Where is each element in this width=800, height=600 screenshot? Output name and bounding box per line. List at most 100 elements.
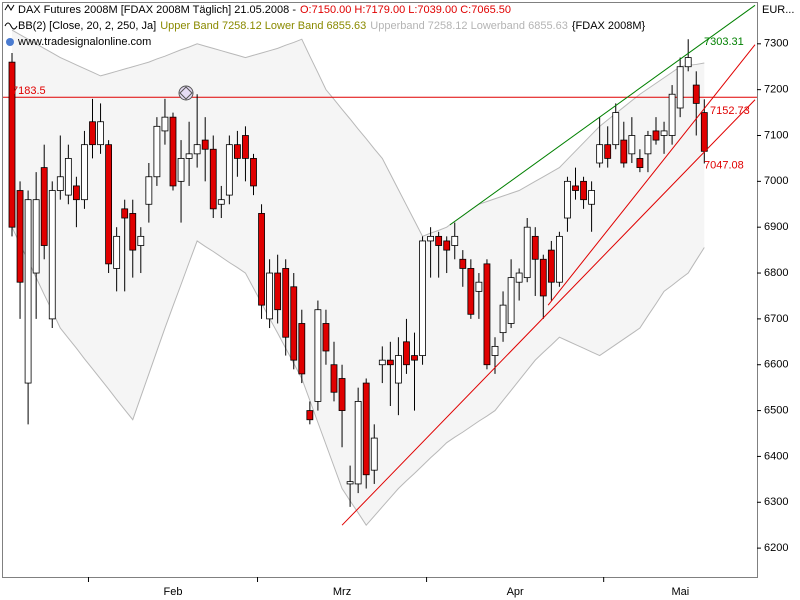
indicator-icon — [4, 22, 18, 30]
y-tick-label: 6800 — [764, 267, 788, 279]
candle-body — [499, 304, 507, 334]
trend-line — [449, 4, 756, 226]
candle-body — [201, 139, 209, 150]
candle-body — [451, 235, 459, 246]
candle-body — [684, 57, 692, 68]
candle-body — [596, 144, 604, 164]
candle-body — [692, 84, 700, 104]
candle-body — [145, 176, 153, 205]
horizontal-line-label: 7183.5 — [12, 85, 46, 97]
candle-body — [604, 144, 612, 159]
candle-body — [459, 258, 467, 269]
y-tick-label: 7200 — [764, 84, 788, 96]
candle-body — [644, 135, 652, 155]
candle-body — [322, 323, 330, 352]
candle-body — [403, 341, 410, 366]
candle-body — [129, 213, 137, 251]
candle-body — [564, 180, 571, 219]
candle-body — [161, 116, 169, 132]
chart-icon — [4, 4, 15, 11]
y-tick-label: 7100 — [764, 129, 788, 141]
candle-body — [64, 158, 72, 196]
candle-body — [580, 180, 587, 201]
symbol: {FDAX 2008M} — [571, 20, 646, 32]
candle-body — [475, 281, 483, 292]
candle-body — [435, 235, 443, 246]
y-tick-label: 7000 — [764, 175, 788, 187]
bollinger-band — [11, 29, 705, 237]
candle-body — [306, 410, 314, 421]
candle-body — [274, 272, 282, 311]
candle-body — [668, 93, 676, 136]
candle-body — [250, 158, 257, 187]
candle-body — [137, 235, 145, 246]
candle-body — [628, 135, 636, 155]
alert-marker — [178, 85, 194, 101]
candle-body — [370, 437, 378, 471]
candle-body — [539, 258, 547, 297]
candle-body — [515, 272, 523, 283]
candle-body — [330, 364, 338, 393]
candle-body — [652, 130, 660, 141]
candle-body — [258, 213, 265, 306]
candle-body — [177, 158, 185, 182]
candle-body — [507, 277, 515, 324]
candle-body — [121, 208, 129, 219]
candle-body — [636, 158, 644, 168]
y-tick-label: 6300 — [764, 496, 788, 508]
header-line-1: DAX Futures 2008M [FDAX 2008M Täglich] 2… — [18, 3, 515, 17]
candle-body — [225, 144, 233, 196]
bollinger-band — [11, 226, 705, 527]
candle-body — [105, 144, 112, 265]
candle-body — [290, 286, 298, 361]
candle-body — [556, 235, 563, 283]
candle-body — [153, 125, 161, 178]
x-tick-label: Mai — [671, 586, 689, 598]
candle-body — [411, 355, 418, 361]
y-tick-label: 7300 — [764, 38, 788, 50]
candle-body — [612, 112, 620, 146]
candle-body — [282, 268, 290, 338]
currency-label: EUR... — [762, 4, 794, 16]
x-tick-label: Mrz — [333, 586, 351, 598]
y-tick-label: 6400 — [764, 450, 788, 462]
candle-body — [233, 144, 241, 159]
candle-body — [56, 176, 64, 191]
candle-body — [314, 309, 322, 402]
trend-line — [341, 99, 756, 526]
y-tick-label: 6700 — [764, 313, 788, 325]
trend-line-label: 7303.31 — [704, 36, 744, 48]
candle-body — [16, 190, 24, 283]
candle-body — [419, 240, 426, 356]
candle-body — [24, 199, 32, 384]
ohlc-text: O:7150.00 H:7179.00 L:7039.00 C:7065.50 — [300, 4, 512, 16]
candle-body — [32, 199, 40, 274]
candle-body — [346, 481, 354, 485]
candle-body — [491, 345, 499, 356]
candle-body — [81, 144, 88, 201]
candle-body — [700, 112, 708, 152]
candle-body — [354, 401, 362, 485]
y-tick-label: 6200 — [764, 542, 788, 554]
y-tick-label: 6900 — [764, 221, 788, 233]
candle-body — [378, 359, 386, 366]
web-icon — [6, 38, 14, 46]
candle-body — [266, 272, 274, 320]
band-text: Upper Band 7258.12 Lower Band 6855.63 — [160, 20, 367, 32]
plot-area — [3, 4, 757, 527]
candle-body — [89, 121, 96, 146]
candle-body — [483, 263, 491, 366]
candle-body — [193, 144, 201, 155]
band-fill — [12, 30, 705, 526]
candle-body — [394, 355, 402, 384]
trend-line-label: 7152.73 — [710, 105, 750, 117]
candle-body — [660, 130, 668, 136]
candle-body — [386, 359, 394, 366]
candle-body — [362, 382, 370, 476]
header-line-2: BB(2) [Close, 20, 2, 250, Ja] Upper Band … — [18, 19, 649, 33]
candle-body — [113, 235, 121, 269]
candle-body — [169, 116, 177, 187]
candle-body — [572, 185, 579, 191]
